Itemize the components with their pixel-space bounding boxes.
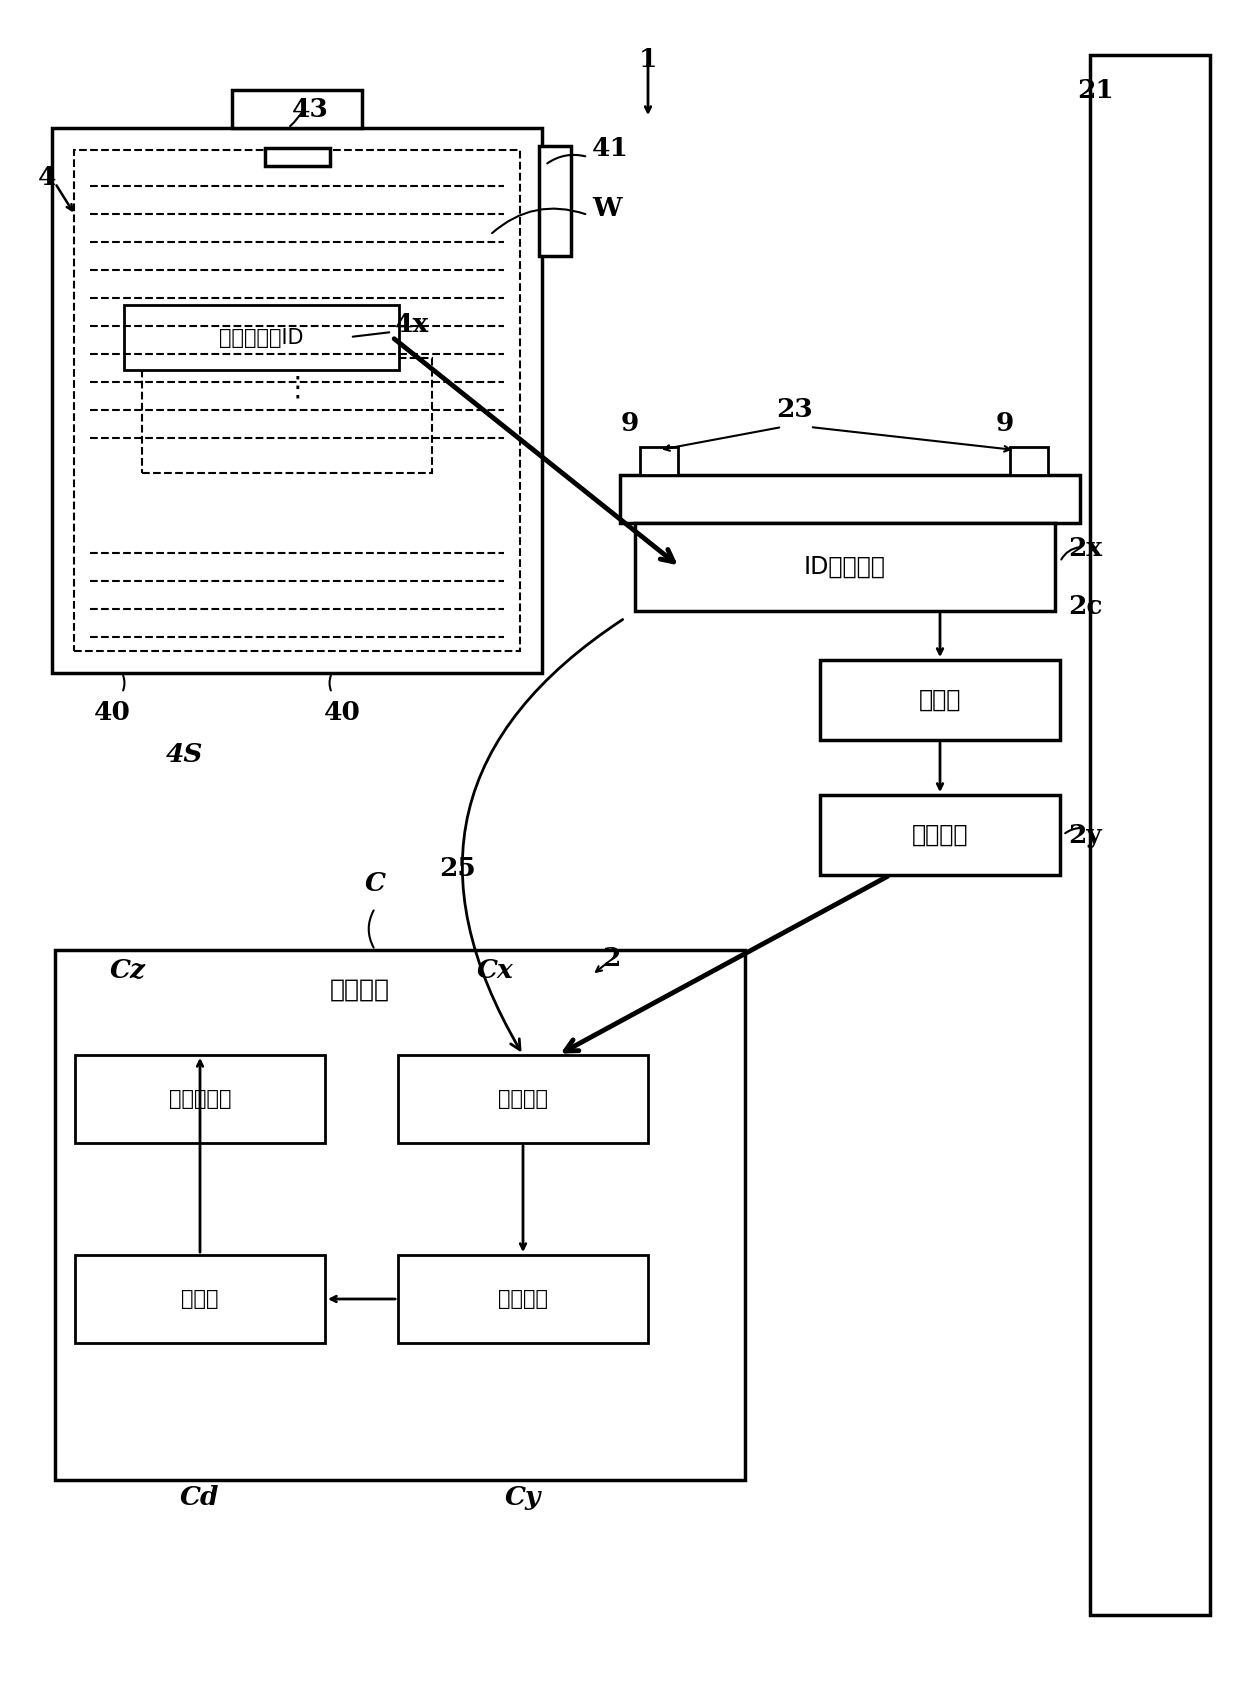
Bar bbox=[1090, 54, 1210, 1616]
Text: 9: 9 bbox=[996, 411, 1014, 436]
Bar bbox=[820, 660, 1060, 740]
Bar bbox=[124, 305, 399, 370]
Bar bbox=[398, 1256, 649, 1342]
Text: 关联机构: 关联机构 bbox=[498, 1290, 548, 1308]
Text: 4S: 4S bbox=[166, 742, 203, 767]
Text: 上位系统: 上位系统 bbox=[330, 977, 391, 1001]
Text: 2x: 2x bbox=[1068, 536, 1102, 560]
Text: 40: 40 bbox=[324, 699, 361, 725]
Text: C: C bbox=[365, 871, 386, 896]
Bar bbox=[539, 146, 570, 256]
Text: Cd: Cd bbox=[180, 1485, 219, 1510]
Text: Cy: Cy bbox=[505, 1485, 541, 1510]
Text: 21: 21 bbox=[1078, 78, 1114, 104]
Text: 40: 40 bbox=[93, 699, 130, 725]
Bar bbox=[232, 90, 362, 127]
Text: 数据处理部: 数据处理部 bbox=[169, 1089, 231, 1110]
Bar bbox=[143, 358, 432, 473]
Text: 9: 9 bbox=[621, 411, 639, 436]
Text: ⋮: ⋮ bbox=[283, 373, 311, 402]
Text: 43: 43 bbox=[291, 97, 329, 122]
Text: 传感器: 传感器 bbox=[919, 687, 961, 713]
Bar bbox=[74, 1256, 325, 1342]
Text: 4: 4 bbox=[38, 165, 57, 190]
Text: 通信机构: 通信机构 bbox=[498, 1089, 548, 1110]
FancyArrowPatch shape bbox=[463, 619, 622, 1050]
Text: 2y: 2y bbox=[1068, 823, 1101, 847]
Text: 数据库: 数据库 bbox=[181, 1290, 218, 1308]
Text: 2c: 2c bbox=[1068, 594, 1102, 618]
Bar bbox=[640, 446, 678, 475]
Text: 23: 23 bbox=[776, 397, 813, 423]
Bar bbox=[52, 127, 542, 674]
Bar bbox=[820, 794, 1060, 876]
Bar bbox=[265, 148, 330, 166]
Bar bbox=[74, 1056, 325, 1144]
Text: 通信机构: 通信机构 bbox=[911, 823, 968, 847]
Text: W: W bbox=[591, 195, 621, 221]
Bar bbox=[74, 149, 520, 652]
Bar bbox=[635, 523, 1055, 611]
Text: 2: 2 bbox=[601, 945, 620, 971]
Text: 41: 41 bbox=[591, 136, 629, 161]
Bar bbox=[55, 950, 745, 1480]
Text: Cx: Cx bbox=[476, 959, 513, 983]
Text: 1: 1 bbox=[639, 48, 657, 71]
Bar bbox=[398, 1056, 649, 1144]
Text: 25: 25 bbox=[440, 855, 476, 881]
Text: 4x: 4x bbox=[396, 312, 429, 338]
Text: 个体识别用ID: 个体识别用ID bbox=[219, 328, 304, 348]
Bar bbox=[620, 475, 1080, 523]
Bar bbox=[1011, 446, 1048, 475]
Text: ID读取机构: ID读取机构 bbox=[804, 555, 885, 579]
Text: Cz: Cz bbox=[110, 959, 146, 983]
